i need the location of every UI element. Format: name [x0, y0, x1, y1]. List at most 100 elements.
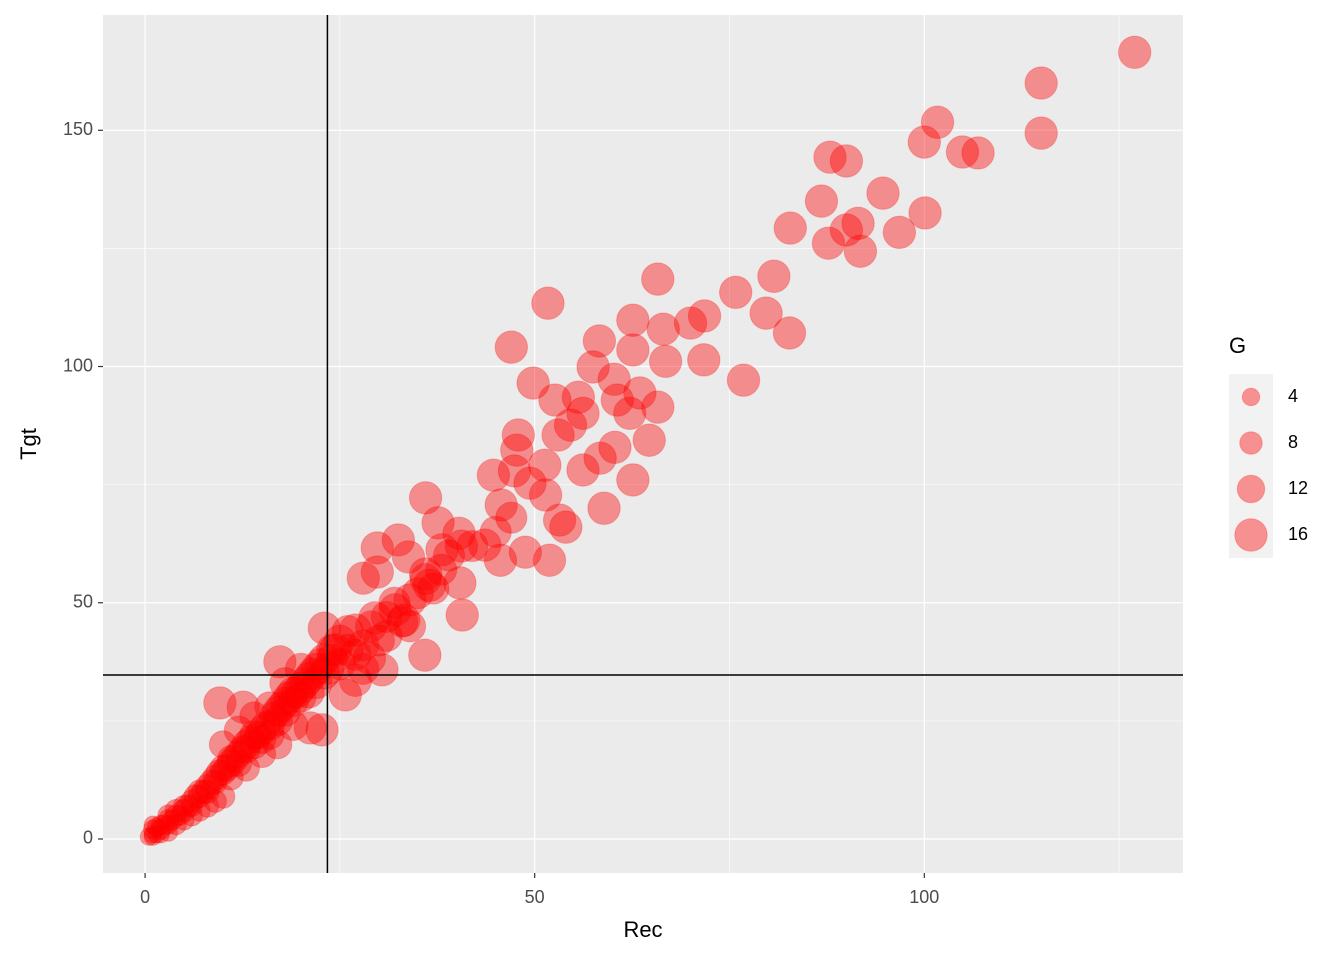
point	[157, 804, 180, 827]
point	[907, 125, 942, 159]
point	[338, 663, 373, 697]
point	[443, 566, 477, 600]
point	[315, 633, 349, 667]
point	[165, 804, 188, 827]
point	[772, 316, 807, 350]
point	[945, 135, 980, 169]
point	[243, 720, 273, 750]
point	[254, 710, 286, 742]
point	[648, 344, 683, 379]
point	[263, 645, 297, 679]
point	[347, 629, 380, 662]
point	[641, 262, 675, 296]
point	[346, 561, 380, 595]
point	[150, 819, 172, 841]
point	[425, 533, 459, 567]
point	[532, 543, 567, 577]
point	[191, 779, 216, 805]
point	[393, 583, 427, 617]
point	[370, 619, 403, 652]
point	[476, 458, 511, 492]
point	[216, 749, 246, 778]
point	[365, 653, 399, 687]
point	[829, 144, 864, 178]
point	[1024, 116, 1058, 150]
point	[307, 611, 342, 645]
point	[408, 557, 443, 591]
point	[600, 383, 635, 417]
point	[277, 686, 309, 718]
legend: 4 8 12 16	[1229, 374, 1308, 558]
legend-key	[1234, 518, 1268, 552]
y-tick-label: 50	[73, 591, 93, 611]
point	[483, 543, 518, 577]
legend-title: G	[1229, 333, 1246, 358]
point	[208, 730, 238, 759]
point	[456, 529, 489, 563]
point	[597, 362, 631, 396]
point	[154, 814, 176, 836]
x-tick-label: 50	[525, 887, 545, 907]
point	[528, 448, 562, 482]
point	[623, 376, 657, 410]
point	[749, 296, 783, 330]
point	[269, 695, 301, 727]
point	[908, 196, 942, 230]
point	[328, 678, 363, 712]
y-axis-title: Tgt	[16, 428, 41, 460]
point	[203, 789, 227, 813]
point	[616, 333, 650, 367]
point	[882, 215, 917, 250]
point	[613, 396, 647, 431]
point	[408, 481, 443, 515]
point	[147, 824, 167, 844]
point	[501, 418, 536, 452]
point	[142, 819, 163, 840]
point	[632, 423, 666, 457]
point	[339, 638, 372, 671]
point	[284, 652, 318, 685]
point	[247, 725, 277, 755]
point	[165, 814, 187, 836]
point	[331, 633, 364, 667]
point	[726, 363, 761, 397]
point	[920, 105, 955, 139]
legend-key	[1239, 431, 1263, 455]
point	[538, 383, 572, 417]
point	[158, 821, 179, 842]
point	[576, 350, 610, 384]
point	[300, 652, 333, 685]
point	[277, 710, 309, 742]
point	[143, 827, 163, 846]
point	[172, 794, 196, 818]
point	[172, 798, 196, 823]
point	[582, 324, 617, 358]
x-axis-title: Rec	[623, 917, 662, 942]
point	[308, 657, 341, 690]
point	[445, 598, 479, 632]
point	[409, 563, 442, 596]
point	[566, 396, 600, 431]
point	[213, 754, 241, 782]
point	[205, 759, 233, 787]
point	[479, 515, 512, 548]
point	[239, 720, 270, 750]
y-tick-label: 0	[83, 828, 93, 848]
point	[566, 453, 600, 487]
point	[757, 259, 791, 293]
legend-label: 12	[1288, 478, 1308, 498]
point	[292, 676, 325, 709]
point	[961, 136, 995, 170]
point	[362, 624, 395, 657]
point	[293, 711, 327, 745]
point	[265, 691, 297, 723]
point	[236, 725, 265, 755]
point	[180, 794, 203, 818]
point	[541, 418, 575, 452]
point	[305, 713, 339, 747]
point	[352, 641, 387, 675]
point	[484, 488, 518, 522]
point	[813, 140, 847, 174]
point	[646, 312, 680, 346]
point	[561, 380, 596, 414]
